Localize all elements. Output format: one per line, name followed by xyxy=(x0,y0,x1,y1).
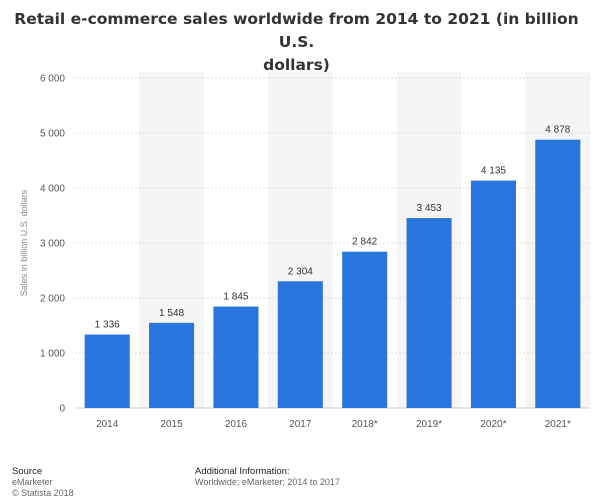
additional-info-line: Worldwide; eMarketer; 2014 to 2017 xyxy=(195,477,340,487)
x-tick-label: 2019* xyxy=(416,419,442,430)
y-tick-label: 6 000 xyxy=(40,74,65,85)
source-heading: Source xyxy=(12,466,43,477)
data-label: 2 842 xyxy=(352,237,377,248)
chart-title: Retail e-commerce sales worldwide from 2… xyxy=(0,8,593,77)
data-label: 1 336 xyxy=(95,320,120,331)
bar xyxy=(406,218,452,408)
bar xyxy=(149,322,195,408)
data-label: 1 845 xyxy=(223,292,248,303)
y-tick-label: 1 000 xyxy=(40,349,65,360)
data-label: 4 135 xyxy=(481,166,506,177)
source-line[interactable]: eMarketer xyxy=(12,477,53,487)
bar xyxy=(535,139,581,408)
y-tick-label: 2 000 xyxy=(40,294,65,305)
x-tick-label: 2021* xyxy=(545,419,571,430)
y-tick-label: 4 000 xyxy=(40,184,65,195)
y-axis-label: Sales in billion U.S. dollars xyxy=(19,189,29,296)
bar xyxy=(213,306,259,408)
bar xyxy=(470,180,516,408)
x-tick-label: 2018* xyxy=(352,419,378,430)
x-tick-label: 2015 xyxy=(160,419,183,430)
chart-title-line-1: Retail e-commerce sales worldwide from 2… xyxy=(14,10,579,51)
y-tick-label: 0 xyxy=(59,404,65,415)
x-tick-label: 2016 xyxy=(225,419,248,430)
x-tick-label: 2017 xyxy=(289,419,312,430)
x-axis-ticks: 2014 2015 2016 2017 2018* 2019* 2020* 2021* xyxy=(96,419,571,430)
x-tick-label: 2014 xyxy=(96,419,119,430)
copyright-line: © Statista 2018 xyxy=(12,488,74,498)
bar xyxy=(277,281,323,408)
bar xyxy=(342,251,388,408)
additional-info-block: Additional Information: Worldwide; eMark… xyxy=(195,466,340,488)
bar xyxy=(84,334,130,408)
y-tick-label: 3 000 xyxy=(40,239,65,250)
data-label: 2 304 xyxy=(288,266,313,277)
source-block: Source eMarketer © Statista 2018 xyxy=(12,466,74,499)
value-labels: 1 336 1 548 1 845 2 304 2 842 3 453 4 135 4 878 xyxy=(95,125,571,331)
chart-title-line-2: dollars) xyxy=(263,56,330,74)
y-axis-ticks: 0 1 000 2 000 3 000 4 000 5 000 6 000 xyxy=(40,74,65,415)
data-label: 1 548 xyxy=(159,308,184,319)
y-tick-label: 5 000 xyxy=(40,129,65,140)
data-label: 4 878 xyxy=(545,125,570,136)
bars xyxy=(84,139,581,408)
data-label: 3 453 xyxy=(417,203,442,214)
x-tick-label: 2020* xyxy=(480,419,506,430)
additional-info-heading: Additional Information: xyxy=(195,466,290,477)
